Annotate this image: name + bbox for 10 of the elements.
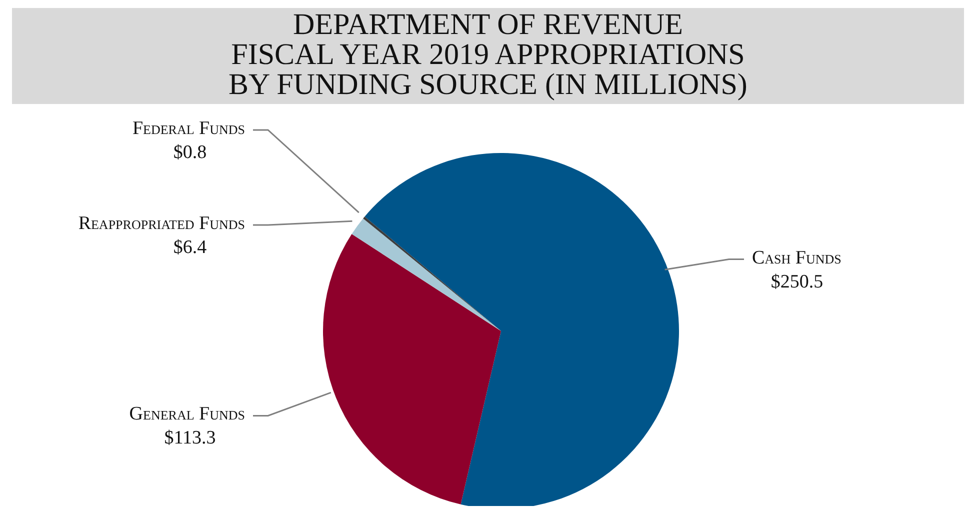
- slice-label: Cash Funds: [752, 247, 842, 268]
- slice-label: General Funds: [129, 404, 245, 425]
- slice-label: Federal Funds: [132, 118, 245, 139]
- data-label: $113.3: [164, 428, 216, 449]
- chart-title: DEPARTMENT OF REVENUE FISCAL YEAR 2019 APPROPRIATIONS BY FUNDING SOURCE (IN MILLIONS): [12, 8, 964, 101]
- pie-slice: [323, 234, 501, 504]
- data-label: $6.4: [173, 237, 208, 258]
- slice-label: Reappropriated Funds: [78, 213, 245, 234]
- data-label: $0.8: [173, 142, 207, 163]
- data-label: $250.5: [770, 271, 824, 292]
